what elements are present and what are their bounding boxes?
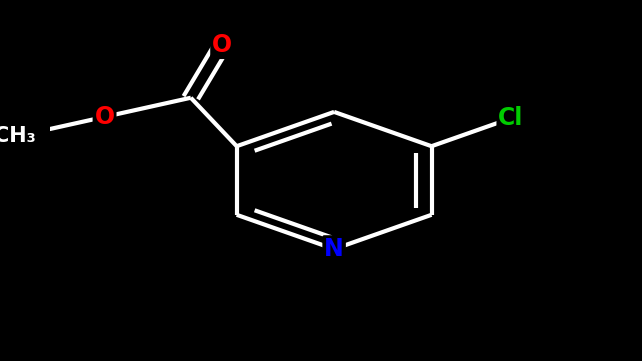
Text: O: O (94, 105, 115, 129)
Text: O: O (212, 33, 232, 57)
Text: N: N (324, 237, 344, 261)
Text: CH₃: CH₃ (0, 126, 36, 146)
Text: Cl: Cl (498, 106, 524, 130)
